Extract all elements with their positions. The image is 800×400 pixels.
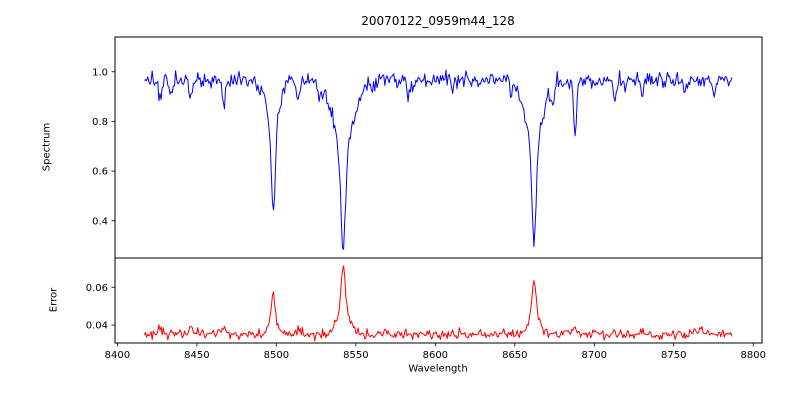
- x-tick-label: 8750: [661, 350, 686, 361]
- x-tick-label: 8650: [502, 350, 527, 361]
- spectrum-y-tick-label: 0.8: [92, 117, 108, 128]
- error-line: [143, 265, 733, 342]
- x-axis-label: Wavelength: [408, 363, 468, 375]
- error-y-tick-label: 0.04: [86, 321, 108, 332]
- error-y-tick-label: 0.06: [86, 283, 108, 294]
- x-axis-ticks: 8400 8450 8500 8550 8600 8650 8700 8750 8800: [105, 343, 766, 361]
- x-tick-label: 8400: [105, 350, 130, 361]
- x-tick-label: 8500: [264, 350, 289, 361]
- spectrum-axes-frame: [114, 36, 763, 259]
- spectrum-y-tick-label: 0.6: [92, 167, 108, 178]
- spectrum-y-tick-label: 0.4: [92, 216, 108, 227]
- x-tick-label: 8450: [184, 350, 209, 361]
- x-tick-label: 8600: [423, 350, 448, 361]
- plot-title: 20070122_0959m44_128: [361, 14, 515, 28]
- error-axes-frame: [114, 257, 763, 344]
- spectrum-line: [144, 69, 733, 250]
- x-tick-label: 8800: [741, 350, 766, 361]
- error-y-ticks: 0.04 0.06: [86, 283, 115, 332]
- spectrum-y-ticks: 0.4 0.6 0.8 1.0: [92, 67, 115, 227]
- x-tick-label: 8700: [582, 350, 607, 361]
- x-tick-label: 8550: [343, 350, 368, 361]
- spectrum-y-tick-label: 1.0: [92, 67, 108, 78]
